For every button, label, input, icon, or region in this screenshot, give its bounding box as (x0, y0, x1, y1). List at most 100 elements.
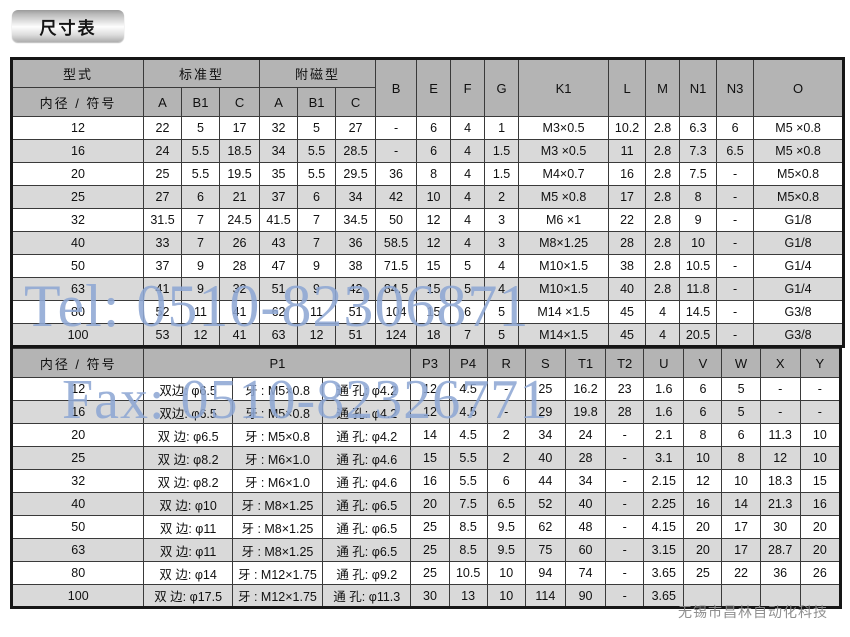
cell-p1-spec: 通 孔: φ6.5 (322, 515, 412, 539)
cell-value: 16 (799, 492, 842, 516)
cell-value: 17 (218, 116, 261, 140)
cell-value: 16 (608, 162, 647, 186)
cell-value: - (716, 254, 755, 278)
cell-value: 7.3 (679, 139, 718, 163)
cell-p1-spec: 双 边: φ10 (143, 492, 233, 516)
header-col-P4: P4 (448, 348, 488, 378)
cell-value: 30 (410, 584, 450, 608)
table-row: 50 双 边: φ11 牙 : M8×1.25 通 孔: φ6.5 25 8.5 9.5 62… (10, 515, 842, 539)
cell-value: 25 (524, 377, 566, 401)
cell-value: 25 (410, 538, 450, 562)
cell-value: - (759, 377, 801, 401)
cell-value: 5 (181, 116, 220, 140)
cell-value: 13 (448, 584, 488, 608)
cell-value: 34 (335, 185, 377, 209)
cell-value: 25 (410, 561, 450, 585)
cell-value: G1/8 (753, 208, 845, 232)
cell-inner-diameter: 40 (10, 492, 145, 516)
cell-value: 7 (297, 208, 337, 232)
cell-p1-spec: 通 孔: φ4.2 (322, 400, 412, 424)
header-col-G: G (484, 58, 520, 117)
header-col-R: R (486, 348, 526, 378)
cell-value: 18.5 (218, 139, 261, 163)
cell-value: 51 (335, 323, 377, 347)
cell-value: 9.5 (486, 515, 526, 539)
cell-value: 5.5 (181, 139, 220, 163)
cell-value: 42 (375, 185, 418, 209)
cell-value: 6.3 (679, 116, 718, 140)
cell-value: 4 (645, 323, 681, 347)
cell-p1-spec: 牙 : M12×1.75 (231, 584, 324, 608)
cell-p1-spec: 双 边: φ8.2 (143, 469, 233, 493)
cell-value (799, 584, 842, 608)
cell-inner-diameter: 32 (10, 469, 145, 493)
cell-inner-diameter: 12 (10, 377, 145, 401)
cell-value: 1 (484, 116, 520, 140)
cell-value: - (716, 300, 755, 324)
cell-value: - (605, 469, 645, 493)
cell-p1-spec: 双 边: φ14 (143, 561, 233, 585)
cell-value: 28 (605, 400, 645, 424)
header-magnetic-C: C (335, 87, 377, 117)
cell-value: - (486, 400, 526, 424)
header-row-group: 型式 标准型 附磁型 B E F G K1 L M N1 N3 O (11, 58, 845, 117)
header-col-P1: P1 (143, 348, 412, 378)
cell-value: 12 (410, 377, 450, 401)
cell-value: 16 (683, 492, 723, 516)
cell-value: 22 (608, 208, 647, 232)
cell-value: 20 (683, 538, 723, 562)
cell-value: 40 (564, 492, 607, 516)
cell-value: 25 (410, 515, 450, 539)
cell-value: 32 (259, 116, 299, 140)
cell-value: 18 (416, 323, 452, 347)
cell-value: - (716, 208, 755, 232)
cell-value: - (375, 116, 418, 140)
header-col-L: L (608, 58, 647, 117)
cell-value: 27 (143, 185, 182, 209)
cell-value: 8 (679, 185, 718, 209)
cell-value: 43 (259, 231, 299, 255)
cell-value: M3 ×0.5 (518, 139, 610, 163)
cell-value: 58.5 (375, 231, 418, 255)
cell-value: 21 (218, 185, 261, 209)
cell-p1-spec: 双边: φ6.5 (143, 377, 233, 401)
cell-value: 41 (218, 323, 261, 347)
cell-value: 20 (410, 492, 450, 516)
cell-value: 28 (218, 254, 261, 278)
cell-value: 7 (450, 323, 486, 347)
cell-inner-diameter: 32 (11, 208, 144, 232)
cell-value: 31.5 (143, 208, 182, 232)
cell-p1-spec: 牙 : M8×1.25 (231, 515, 324, 539)
table-row: 100 双 边: φ17.5 牙 : M12×1.75 通 孔: φ11.3 30 13 1… (10, 584, 842, 608)
header-col-B: B (375, 58, 418, 117)
cell-value: 14 (410, 423, 450, 447)
cell-value: 12 (416, 208, 452, 232)
cell-value: 1.6 (643, 377, 685, 401)
cell-value: 10 (799, 446, 842, 470)
cell-value: 40 (608, 277, 647, 301)
cell-value: 20 (683, 515, 723, 539)
cell-value: 3.1 (643, 446, 685, 470)
header-col-N1: N1 (679, 58, 718, 117)
cell-value: 2.1 (643, 423, 685, 447)
header-col-Y: Y (799, 348, 842, 378)
cell-value: 17 (721, 515, 761, 539)
cell-value: M10×1.5 (518, 277, 610, 301)
cell-value: 5.5 (297, 139, 337, 163)
cell-value: 28 (608, 231, 647, 255)
cell-value: 4 (450, 208, 486, 232)
page-title-badge: 尺寸表 (12, 10, 124, 42)
cell-value: - (605, 492, 645, 516)
cell-value: 24 (564, 423, 607, 447)
cell-value: 17 (721, 538, 761, 562)
table-row: 32 31.5 7 24.5 41.5 7 34.5 50 12 4 3 M6 ×1 22 2.8 9- G1… (11, 208, 845, 232)
cell-value: 2.8 (645, 116, 681, 140)
cell-value: 15 (416, 254, 452, 278)
cell-value: 4 (645, 300, 681, 324)
cell-value: 35 (259, 162, 299, 186)
cell-value: 1.5 (484, 139, 520, 163)
cell-value: 2.25 (643, 492, 685, 516)
cell-value: 18.3 (759, 469, 801, 493)
cell-value: M5 ×0.8 (753, 139, 845, 163)
